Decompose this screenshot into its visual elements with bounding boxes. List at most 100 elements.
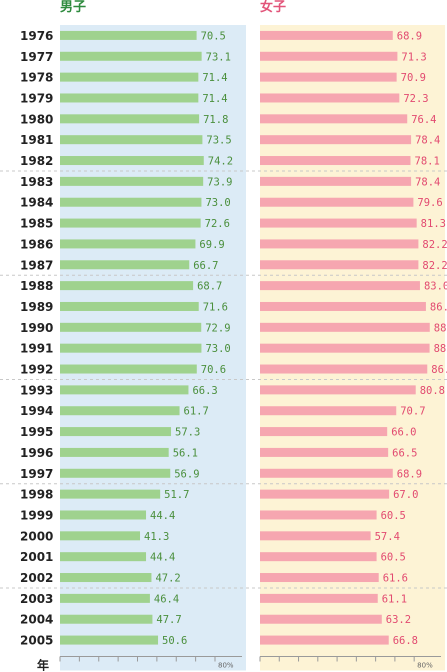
year-label: 1988 — [20, 279, 53, 293]
female-value-label: 72.3 — [403, 93, 428, 105]
female-value-label: 70.7 — [400, 406, 425, 418]
female-value-label: 57.4 — [375, 531, 400, 543]
female-bar — [260, 343, 430, 353]
male-chart-title: 男子 — [60, 0, 87, 15]
male-value-label: 56.9 — [174, 468, 199, 480]
year-label: 1989 — [20, 300, 53, 314]
male-value-label: 51.7 — [164, 489, 189, 501]
male-bar — [60, 468, 171, 478]
male-value-label: 71.4 — [202, 72, 227, 84]
female-value-label: 68.9 — [397, 30, 422, 42]
male-bar — [60, 93, 199, 103]
male-value-label: 73.1 — [206, 51, 231, 63]
female-bar — [260, 239, 419, 249]
male-value-label: 71.8 — [203, 114, 228, 126]
female-value-label: 60.5 — [381, 552, 406, 564]
female-value-label: 88.0 — [434, 343, 447, 355]
female-value-label: 61.1 — [382, 593, 407, 605]
male-bar — [60, 260, 190, 270]
male-bar — [60, 573, 152, 583]
female-value-label: 66.5 — [392, 447, 417, 459]
male-bar — [60, 531, 141, 541]
female-value-label: 60.5 — [381, 510, 406, 522]
male-bar — [60, 447, 169, 457]
male-value-label: 56.1 — [173, 447, 198, 459]
male-bar — [60, 510, 147, 520]
female-scale-max-label: 80% — [417, 662, 433, 670]
year-label: 1995 — [20, 425, 53, 439]
year-label: 1985 — [20, 217, 53, 231]
male-bar — [60, 135, 203, 145]
male-bar — [60, 51, 202, 61]
male-bar — [60, 301, 199, 311]
male-value-label: 66.7 — [193, 260, 218, 272]
male-bar — [60, 406, 180, 416]
year-unit-label: 年 — [37, 658, 49, 672]
female-value-label: 61.6 — [383, 573, 408, 585]
female-bar — [260, 406, 397, 416]
female-bar — [260, 156, 411, 166]
male-bar — [60, 385, 189, 395]
female-value-label: 81.3 — [421, 218, 446, 230]
female-bar — [260, 281, 420, 291]
male-value-label: 69.9 — [199, 239, 224, 251]
female-value-label: 71.3 — [401, 51, 426, 63]
female-bar — [260, 30, 393, 40]
year-label: 2003 — [20, 592, 53, 606]
year-label: 1991 — [20, 342, 53, 356]
male-value-label: 72.9 — [205, 322, 230, 334]
male-value-label: 61.7 — [184, 406, 209, 418]
male-bar — [60, 114, 200, 124]
male-value-label: 68.7 — [197, 281, 222, 293]
female-bar — [260, 93, 400, 103]
year-label: 1982 — [20, 154, 53, 168]
female-bar — [260, 72, 397, 82]
male-value-label: 73.0 — [205, 343, 230, 355]
female-bar — [260, 427, 388, 437]
year-label: 1999 — [20, 508, 53, 522]
male-value-label: 72.6 — [205, 218, 230, 230]
year-label: 1990 — [20, 321, 53, 335]
male-value-label: 71.6 — [203, 301, 228, 313]
male-value-label: 73.0 — [205, 197, 230, 209]
female-bar — [260, 301, 426, 311]
male-bar — [60, 72, 199, 82]
female-value-label: 82.2 — [422, 260, 447, 272]
female-value-label: 76.4 — [411, 114, 436, 126]
male-bar — [60, 322, 202, 332]
female-value-label: 86.8 — [431, 364, 447, 376]
male-bar — [60, 343, 202, 353]
year-label: 1998 — [20, 488, 53, 502]
year-label: 1983 — [20, 175, 53, 189]
female-value-label: 67.0 — [393, 489, 418, 501]
year-label: 1979 — [20, 91, 53, 105]
female-value-label: 83.0 — [424, 281, 447, 293]
male-value-label: 50.6 — [162, 635, 187, 647]
male-bar — [60, 427, 172, 437]
male-bar — [60, 552, 147, 562]
female-bar — [260, 510, 377, 520]
female-bar — [260, 489, 390, 499]
male-value-label: 41.3 — [144, 531, 169, 543]
female-value-label: 63.2 — [386, 614, 411, 626]
male-value-label: 73.5 — [206, 135, 231, 147]
male-bar — [60, 635, 159, 645]
male-value-label: 71.4 — [202, 93, 227, 105]
female-value-label: 68.9 — [397, 468, 422, 480]
year-label: 1994 — [20, 404, 53, 418]
male-value-label: 57.3 — [175, 427, 200, 439]
female-bar — [260, 135, 412, 145]
year-label: 2001 — [20, 550, 53, 564]
female-bar — [260, 635, 389, 645]
year-label: 1997 — [20, 467, 53, 481]
male-value-label: 44.4 — [150, 510, 175, 522]
male-bar — [60, 197, 202, 207]
male-value-label: 70.6 — [201, 364, 226, 376]
female-value-label: 78.4 — [415, 135, 440, 147]
male-bar — [60, 176, 204, 186]
female-bar — [260, 176, 412, 186]
female-value-label: 86.1 — [430, 301, 447, 313]
female-bar — [260, 322, 430, 332]
male-value-label: 47.7 — [156, 614, 181, 626]
